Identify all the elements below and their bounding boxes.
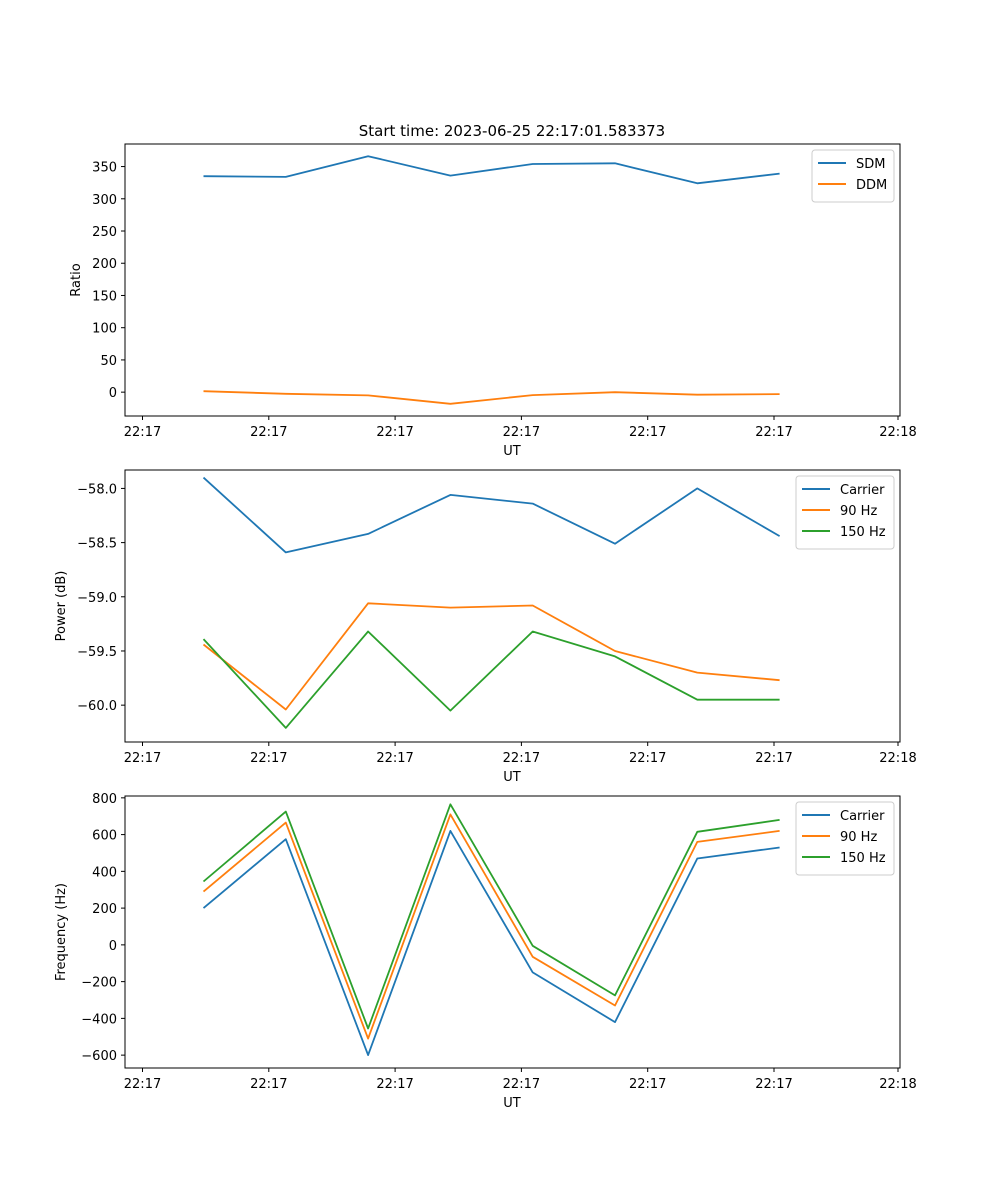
power-axes-frame bbox=[124, 469, 901, 743]
power-xtick-label: 22:17 bbox=[376, 751, 413, 766]
frequency-ytick-label: 800 bbox=[92, 792, 117, 807]
ratio-xtick-label: 22:18 bbox=[879, 425, 916, 440]
power-series-carrier bbox=[202, 476, 781, 554]
frequency-legend-label: 150 Hz bbox=[840, 851, 886, 866]
frequency-series-carrier bbox=[202, 830, 780, 1056]
frequency-xtick-label: 22:17 bbox=[376, 1077, 413, 1092]
ratio-legend-label: DDM bbox=[856, 178, 887, 193]
ratio-panel: 0 50 100 150 200 250 300 350 22:17 22:17 22:17 22:1… bbox=[69, 143, 917, 459]
ratio-ytick-label: 200 bbox=[92, 257, 117, 272]
frequency-series-90-hz bbox=[202, 813, 780, 1040]
frequency-ytick-label: −200 bbox=[81, 976, 117, 991]
power-series-150-hz bbox=[202, 630, 780, 729]
ratio-legend-label: SDM bbox=[856, 157, 885, 172]
ratio-xtick-label: 22:17 bbox=[376, 425, 413, 440]
power-xtick-label: 22:17 bbox=[755, 751, 792, 766]
frequency-xtick-label: 22:18 bbox=[879, 1077, 916, 1092]
power-legend-label: 90 Hz bbox=[840, 504, 877, 519]
ratio-yaxis-label: Ratio bbox=[69, 263, 84, 296]
power-ytick-label: −58.0 bbox=[77, 482, 117, 497]
frequency-yaxis-label: Frequency (Hz) bbox=[54, 883, 69, 981]
power-yaxis-label: Power (dB) bbox=[54, 571, 69, 642]
frequency-axes-frame bbox=[124, 795, 901, 1069]
power-ytick-label: −59.5 bbox=[77, 645, 117, 660]
ratio-xtick-label: 22:17 bbox=[629, 425, 666, 440]
ratio-xtick-label: 22:17 bbox=[755, 425, 792, 440]
frequency-ytick-label: 600 bbox=[92, 829, 117, 844]
frequency-series-150-hz bbox=[202, 803, 780, 1030]
ratio-series-ddm bbox=[203, 390, 780, 405]
power-xtick-label: 22:17 bbox=[124, 751, 161, 766]
frequency-legend-label: Carrier bbox=[840, 809, 885, 824]
frequency-xaxis-label: UT bbox=[503, 1096, 521, 1111]
ratio-xaxis-label: UT bbox=[503, 444, 521, 459]
frequency-panel: −600 −400 −200 0 200 400 600 800 22:17 22:17 22:17… bbox=[54, 792, 917, 1111]
power-ytick-label: −58.5 bbox=[77, 537, 117, 552]
ratio-ytick-label: 250 bbox=[92, 225, 117, 240]
frequency-ytick-label: −400 bbox=[81, 1012, 117, 1027]
ratio-axes-frame bbox=[124, 143, 901, 417]
ratio-xtick-label: 22:17 bbox=[250, 425, 287, 440]
ratio-ytick-label: 300 bbox=[92, 193, 117, 208]
power-xtick-label: 22:18 bbox=[879, 751, 916, 766]
power-xtick-label: 22:17 bbox=[629, 751, 666, 766]
frequency-ytick-label: 0 bbox=[109, 939, 117, 954]
power-xtick-label: 22:17 bbox=[503, 751, 540, 766]
power-legend-label: 150 Hz bbox=[840, 525, 886, 540]
frequency-xtick-label: 22:17 bbox=[124, 1077, 161, 1092]
frequency-ytick-label: 200 bbox=[92, 902, 117, 917]
power-panel: −60.0 −59.5 −59.0 −58.5 −58.0 22:17 22:17 22:17… bbox=[54, 469, 917, 785]
ratio-ytick-label: 350 bbox=[92, 161, 117, 176]
figure-title: Start time: 2023-06-25 22:17:01.583373 bbox=[359, 122, 665, 140]
frequency-xtick-label: 22:17 bbox=[503, 1077, 540, 1092]
frequency-legend-label: 90 Hz bbox=[840, 830, 877, 845]
ratio-series-sdm bbox=[203, 155, 780, 185]
power-legend-label: Carrier bbox=[840, 483, 885, 498]
ratio-ytick-label: 100 bbox=[92, 322, 117, 337]
ratio-ytick-label: 0 bbox=[109, 386, 117, 401]
ratio-xtick-label: 22:17 bbox=[503, 425, 540, 440]
ratio-xtick-label: 22:17 bbox=[124, 425, 161, 440]
frequency-ytick-label: −600 bbox=[81, 1049, 117, 1064]
power-ytick-label: −59.0 bbox=[77, 591, 117, 606]
power-ytick-label: −60.0 bbox=[77, 699, 117, 714]
frequency-ytick-label: 400 bbox=[92, 865, 117, 880]
frequency-xtick-label: 22:17 bbox=[250, 1077, 287, 1092]
ratio-ytick-label: 150 bbox=[92, 289, 117, 304]
ratio-ytick-label: 50 bbox=[100, 354, 117, 369]
power-xaxis-label: UT bbox=[503, 770, 521, 785]
frequency-xtick-label: 22:17 bbox=[755, 1077, 792, 1092]
frequency-xtick-label: 22:17 bbox=[629, 1077, 666, 1092]
power-xtick-label: 22:17 bbox=[250, 751, 287, 766]
power-series-90-hz bbox=[202, 602, 780, 711]
